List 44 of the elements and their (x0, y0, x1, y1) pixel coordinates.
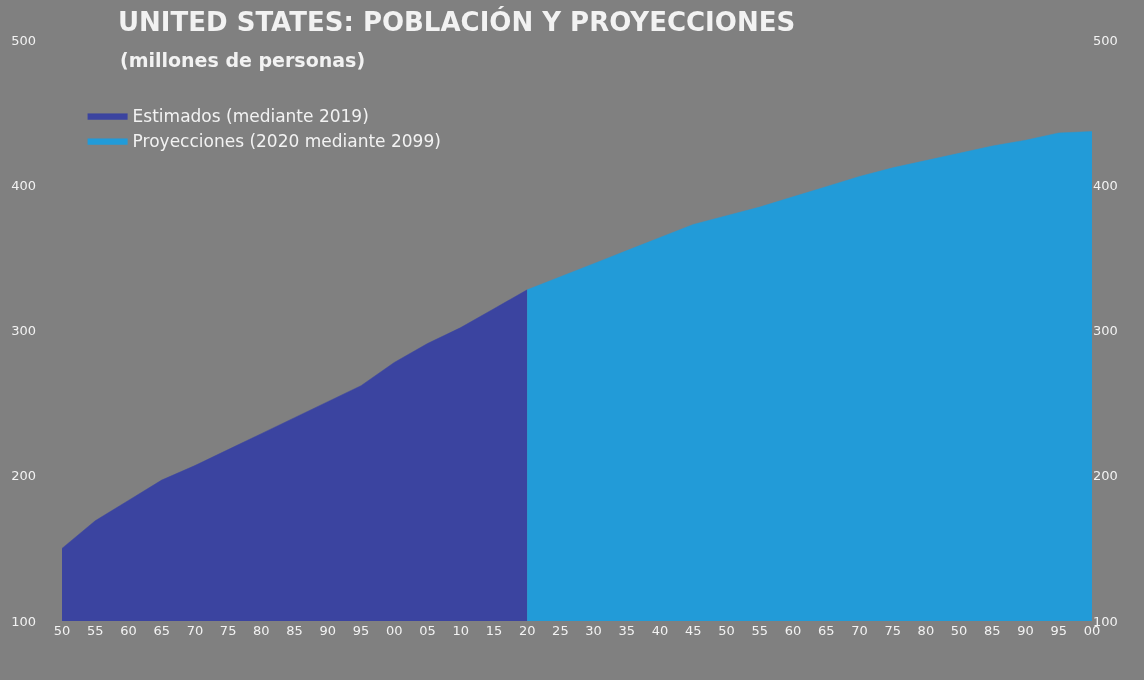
x-tick-label: 95 (1050, 623, 1068, 638)
y-tick-label: 300 (11, 323, 36, 339)
x-tick-label: 55 (751, 623, 769, 638)
x-tick-label: 20 (518, 623, 536, 638)
x-tick-label: 00 (385, 623, 403, 638)
x-tick-label: 80 (253, 623, 270, 638)
x-tick-label: 75 (884, 623, 901, 638)
x-tick-label: 25 (552, 623, 569, 638)
y-tick-label: 100 (11, 613, 36, 629)
x-tick-label: 50 (53, 623, 71, 638)
x-tick-label: 50 (950, 623, 968, 638)
x-tick-label: 70 (186, 623, 204, 638)
x-tick-label: 90 (1017, 623, 1034, 638)
x-tick-label: 75 (219, 623, 237, 638)
x-tick-label: 10 (452, 623, 469, 638)
legend-label: Proyecciones (2020 mediante 2099) (132, 131, 441, 152)
x-tick-label: 85 (984, 623, 1001, 638)
x-tick-label: 65 (153, 623, 170, 638)
y2-tick-label: 200 (1093, 468, 1118, 484)
y-tick-label: 500 (11, 32, 36, 48)
y2-tick-label: 400 (1093, 177, 1118, 193)
x-tick-label: 35 (618, 623, 636, 638)
x-tick-label: 05 (419, 623, 436, 638)
x-tick-label: 45 (685, 623, 702, 638)
chart-title: UNITED STATES: POBLACIÓN Y PROYECCIONES (118, 6, 796, 38)
x-tick-label: 30 (585, 623, 602, 638)
legend-label: Estimados (mediante 2019) (132, 106, 369, 127)
x-tick-label: 60 (784, 623, 802, 638)
x-tick-label: 80 (917, 623, 935, 638)
text: (millones de personas) (120, 49, 366, 71)
y2-tick-label: 500 (1093, 32, 1118, 48)
x-tick-label: 65 (817, 623, 835, 638)
x-tick-label: 85 (286, 623, 303, 638)
x-tick-label: 60 (120, 623, 137, 638)
x-tick-label: 95 (352, 623, 370, 638)
x-tick-label: 50 (718, 623, 735, 638)
x-tick-label: 90 (319, 623, 337, 638)
x-tick-label: 40 (651, 623, 669, 638)
y-tick-label: 200 (11, 468, 36, 484)
y2-tick-label: 300 (1093, 323, 1118, 339)
x-tick-label: 55 (86, 623, 104, 638)
x-tick-label: 15 (485, 623, 503, 638)
y-tick-label: 400 (11, 177, 36, 193)
x-tick-label: 70 (851, 623, 868, 638)
